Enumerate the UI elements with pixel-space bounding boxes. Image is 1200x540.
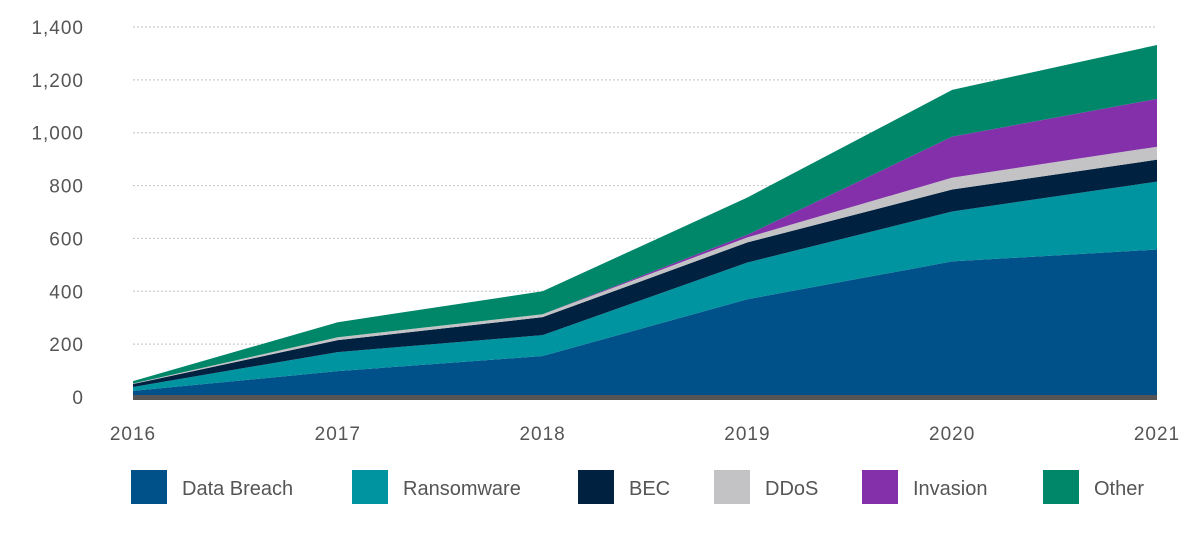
legend-item-ransomware: Ransomware <box>352 470 521 504</box>
area-ddos <box>133 146 1157 385</box>
area-bec <box>133 159 1157 387</box>
legend-label: Ransomware <box>403 478 521 500</box>
x-tick-label: 2021 <box>1134 424 1180 445</box>
y-tick-label: 400 <box>49 282 84 303</box>
x-tick-label: 2018 <box>519 424 565 445</box>
legend-item-other: Other <box>1043 470 1144 504</box>
area-data-breach <box>133 249 1157 397</box>
legend-swatch <box>714 470 750 504</box>
legend-item-bec: BEC <box>578 470 670 504</box>
legend: Data Breach Ransomware BEC DDoS Invasion Othe… <box>131 470 1144 504</box>
y-axis: 0 200 400 600 800 1,000 1,200 1,400 <box>31 18 84 409</box>
y-tick-label: 200 <box>49 335 84 356</box>
y-tick-label: 0 <box>72 388 84 409</box>
y-tick-label: 1,200 <box>31 71 84 92</box>
x-tick-label: 2020 <box>929 424 975 445</box>
legend-label: Data Breach <box>182 478 293 500</box>
legend-label: DDoS <box>765 478 818 500</box>
legend-swatch <box>1043 470 1079 504</box>
legend-item-invasion: Invasion <box>862 470 988 504</box>
x-axis: 2016 2017 2018 2019 2020 2021 <box>110 424 1180 445</box>
legend-label: Other <box>1094 478 1144 500</box>
x-tick-label: 2019 <box>724 424 770 445</box>
y-tick-label: 1,400 <box>31 18 84 39</box>
legend-item-data-breach: Data Breach <box>131 470 293 504</box>
legend-swatch <box>862 470 898 504</box>
area-other <box>133 44 1157 384</box>
legend-label: BEC <box>629 478 670 500</box>
legend-item-ddos: DDoS <box>714 470 818 504</box>
legend-swatch <box>131 470 167 504</box>
x-tick-label: 2016 <box>110 424 156 445</box>
legend-swatch <box>578 470 614 504</box>
y-tick-label: 1,000 <box>31 124 84 145</box>
y-tick-label: 800 <box>49 177 84 198</box>
legend-swatch <box>352 470 388 504</box>
x-tick-label: 2017 <box>315 424 361 445</box>
area-invasion <box>133 98 1157 384</box>
areas <box>133 44 1157 397</box>
y-tick-label: 600 <box>49 229 84 250</box>
x-axis-baseline <box>133 395 1157 400</box>
legend-label: Invasion <box>913 478 988 500</box>
area-ransomware <box>133 181 1157 391</box>
